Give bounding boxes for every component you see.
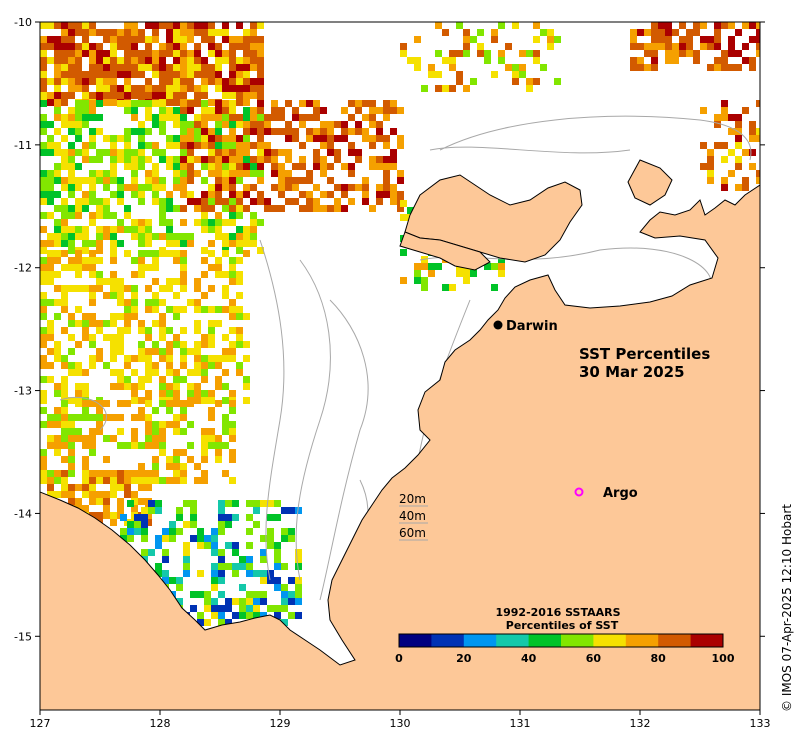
- y-tick-label: -10: [14, 16, 32, 29]
- x-tick-label: 132: [630, 717, 651, 730]
- x-tick-label: 131: [510, 717, 531, 730]
- land-cobourg: [627, 159, 673, 206]
- x-tick-label: 129: [270, 717, 291, 730]
- depth-legend: 20m 40m 60m: [399, 492, 428, 541]
- x-tick-label: 128: [150, 717, 171, 730]
- colorbar-tick-label: 40: [521, 652, 537, 665]
- map-title-line1: SST Percentiles: [579, 345, 710, 363]
- colorbar-tick-label: 100: [712, 652, 735, 665]
- colorbar-title-line1: 1992-2016 SSTAARS: [495, 606, 620, 619]
- colorbar-tick-label: 0: [395, 652, 403, 665]
- colorbar-swatch: [625, 634, 659, 647]
- sst-pixel-layer: [40, 22, 760, 626]
- colorbar-swatch: [496, 634, 530, 647]
- x-axis: 127 128 129 130 131 132 133: [30, 710, 771, 730]
- land-bathurst-island: [399, 231, 491, 271]
- y-axis: -10 -11 -12 -13 -14 -15: [14, 16, 765, 643]
- y-tick-label: -11: [14, 139, 32, 152]
- y-tick-label: -12: [14, 262, 32, 275]
- colorbar-swatch: [658, 634, 692, 647]
- land-layer: [40, 159, 760, 710]
- colorbar-swatch: [561, 634, 594, 647]
- colorbar-swatch: [593, 634, 627, 647]
- colorbar-swatch: [690, 634, 724, 647]
- y-tick-label: -14: [14, 507, 32, 520]
- colorbar-swatch: [463, 634, 497, 647]
- y-tick-label: -13: [14, 385, 32, 398]
- colorbar-swatches: [398, 633, 724, 648]
- x-tick-label: 130: [390, 717, 411, 730]
- map-title-line2: 30 Mar 2025: [579, 363, 685, 381]
- depth-legend-60m: 60m: [399, 526, 426, 540]
- y-tick-label: -15: [14, 630, 32, 643]
- colorbar-tick-label: 60: [586, 652, 602, 665]
- colorbar-swatch: [399, 634, 432, 647]
- argo-float-marker: [574, 487, 584, 497]
- x-tick-label: 133: [750, 717, 771, 730]
- x-tick-label: 127: [30, 717, 51, 730]
- colorbar-frame: [398, 633, 724, 648]
- depth-legend-20m: 20m: [399, 492, 426, 506]
- depth-legend-40m: 40m: [399, 509, 426, 523]
- colorbar-tick-label: 80: [651, 652, 667, 665]
- colorbar-tick-label: 20: [456, 652, 472, 665]
- land-mainland: [40, 184, 760, 710]
- colorbar-title-line2: Percentiles of SST: [506, 619, 619, 632]
- colorbar: 1992-2016 SSTAARS Percentiles of SST 0 20…: [395, 606, 735, 665]
- colorbar-swatch: [528, 634, 562, 647]
- colorbar-swatch: [431, 634, 465, 647]
- argo-label: Argo: [603, 486, 638, 501]
- darwin-marker: [493, 320, 503, 330]
- darwin-label: Darwin: [506, 319, 558, 334]
- colorbar-ticks: 0 20 40 60 80 100: [395, 652, 735, 665]
- credit-text: © IMOS 07-Apr-2025 12:10 Hobart: [780, 504, 794, 712]
